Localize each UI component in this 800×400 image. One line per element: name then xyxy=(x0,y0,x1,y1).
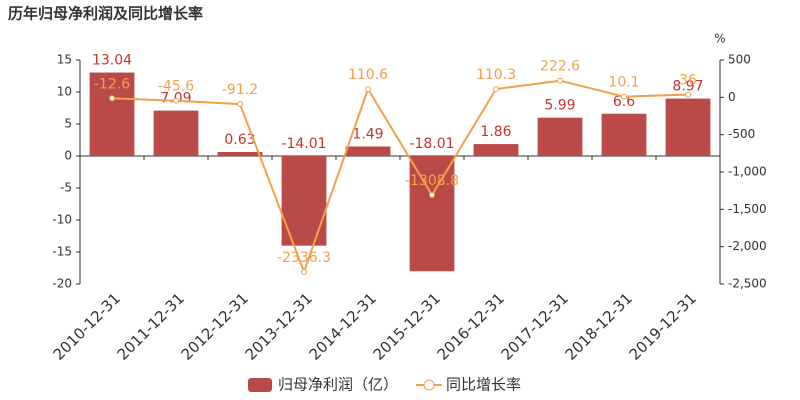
y-tick-label: -5 xyxy=(60,181,72,195)
y-tick-label: 10 xyxy=(57,85,72,99)
y-tick-label: 0 xyxy=(64,149,72,163)
line-label: -12.6 xyxy=(94,76,130,92)
x-tick-label: 2017-12-31 xyxy=(498,289,572,363)
line-point xyxy=(365,86,371,93)
x-tick-label: 2018-12-31 xyxy=(562,289,636,363)
x-tick-label: 2011-12-31 xyxy=(114,289,188,363)
line-label: 110.3 xyxy=(476,67,516,83)
y-tick-label: -10 xyxy=(52,213,72,227)
bar-label: -14.01 xyxy=(281,136,326,152)
legend-swatch xyxy=(423,379,435,391)
line xyxy=(111,79,689,275)
line-label: -2336.3 xyxy=(277,250,331,266)
y2-tick-label: 0 xyxy=(728,90,736,104)
legend-swatch xyxy=(248,378,272,392)
y2-tick-label: -2,000 xyxy=(728,239,767,253)
line-point xyxy=(621,93,627,100)
x-tick-label: 2012-12-31 xyxy=(178,289,252,363)
line-point xyxy=(109,95,115,102)
bar-label: 0.63 xyxy=(224,132,255,148)
line-point xyxy=(301,268,307,275)
line-label: -91.2 xyxy=(222,82,258,98)
x-tick-label: 2015-12-31 xyxy=(370,289,444,363)
line-label: 36 xyxy=(679,73,697,89)
x-tick-label: 2016-12-31 xyxy=(434,289,508,363)
y2-tick-label: -1,500 xyxy=(728,202,767,216)
bar xyxy=(89,72,135,156)
y2-tick-label: -2,500 xyxy=(728,277,767,291)
line-label: -45.6 xyxy=(158,79,194,95)
bar xyxy=(345,146,391,156)
bar-label: 1.86 xyxy=(480,124,511,140)
line-point xyxy=(557,77,563,84)
bar xyxy=(537,117,583,156)
bar xyxy=(473,144,519,156)
chart-title: 历年归母净利润及同比增长率 xyxy=(8,5,203,23)
y-tick-label: 15 xyxy=(57,53,72,67)
bar xyxy=(153,110,199,156)
y2-tick-label: -500 xyxy=(728,127,755,141)
y2-tick-label: 500 xyxy=(728,53,751,67)
bar-label: 5.99 xyxy=(544,98,575,114)
x-tick-label: 2013-12-31 xyxy=(242,289,316,363)
y-tick-label: -20 xyxy=(52,277,72,291)
x-tick-label: 2014-12-31 xyxy=(306,289,380,363)
line-label: 110.6 xyxy=(348,67,388,83)
y-tick-label: 5 xyxy=(64,117,72,131)
bar-label: -18.01 xyxy=(409,136,454,152)
bar-label: 13.04 xyxy=(92,53,132,69)
y2-unit: % xyxy=(714,32,725,46)
bar xyxy=(217,151,263,156)
bar-label: 6.6 xyxy=(613,94,635,110)
line-label: 10.1 xyxy=(608,75,639,91)
x-tick-label: 2019-12-31 xyxy=(626,289,700,363)
y2-tick-label: -1,000 xyxy=(728,165,767,179)
line-point xyxy=(685,91,691,98)
y-tick-label: -15 xyxy=(52,245,72,259)
line-point xyxy=(237,101,243,108)
bar xyxy=(409,156,455,272)
bar xyxy=(665,98,711,156)
legend-label: 同比增长率 xyxy=(446,376,521,394)
line-point xyxy=(493,86,499,93)
bar-label: 1.49 xyxy=(352,126,383,142)
line-point xyxy=(429,192,435,199)
bar-label: 8.97 xyxy=(672,79,703,95)
legend-label: 归母净利润（亿） xyxy=(278,376,398,394)
bar xyxy=(601,113,647,156)
x-tick-label: 2010-12-31 xyxy=(50,289,124,363)
line-label: -1308.8 xyxy=(405,173,459,189)
line-point xyxy=(173,97,179,104)
line-label: 222.6 xyxy=(540,59,580,75)
